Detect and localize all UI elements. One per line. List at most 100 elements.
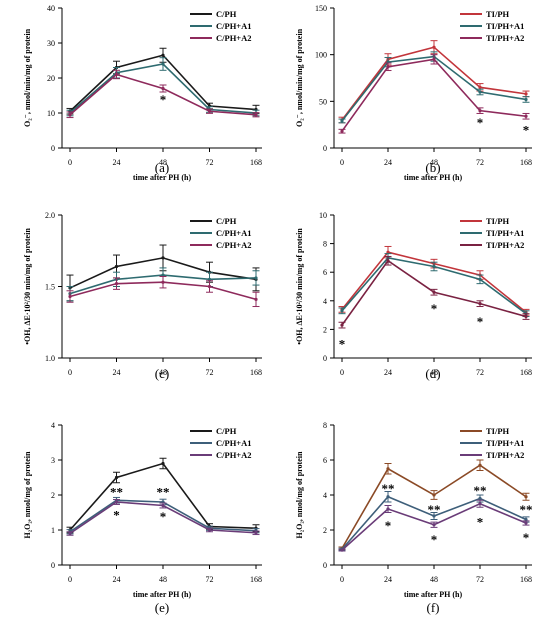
data-point <box>524 495 528 499</box>
data-point <box>432 264 436 269</box>
data-point <box>161 53 165 57</box>
x-tick-label: 24 <box>113 575 121 584</box>
significance-marker: * <box>113 507 120 522</box>
series-3 <box>338 499 530 552</box>
y-tick-label: 1 <box>51 526 55 535</box>
x-tick-label: 24 <box>384 368 392 377</box>
x-tick-label: 0 <box>340 368 344 377</box>
data-point <box>386 250 390 254</box>
x-tick-label: 168 <box>250 575 262 584</box>
panel-label: (a) <box>155 160 169 175</box>
data-point <box>432 45 436 49</box>
x-tick-label: 48 <box>159 368 167 377</box>
significance-marker: * <box>523 530 530 545</box>
legend-label: TI/PH+A2 <box>486 450 524 460</box>
significance-marker: ** <box>474 483 487 498</box>
legend-label: C/PH+A1 <box>216 21 252 31</box>
data-point <box>207 284 212 289</box>
y-tick-label: 10 <box>47 109 55 118</box>
data-point <box>386 259 390 263</box>
data-point <box>340 548 344 552</box>
series-3 <box>66 275 260 308</box>
chart-panel-b: 0 50 100 150 0 24 48 72 168 time after PH (h) O₂⁻,… <box>295 4 532 182</box>
data-point <box>161 86 165 91</box>
series-3 <box>338 54 530 134</box>
y-axis-label: O₂⁻, nmol/min/mg of protein <box>295 28 304 127</box>
panel-label: (f) <box>427 600 440 615</box>
data-point <box>207 528 212 532</box>
significance-marker: ** <box>428 502 441 517</box>
series-3 <box>338 255 530 329</box>
y-tick-label: 8 <box>323 240 327 249</box>
data-point <box>432 523 436 527</box>
y-axis-label: H₂O₂, nmol/mg of protein <box>295 451 304 538</box>
panel-label: (d) <box>425 366 440 381</box>
data-point <box>340 309 344 313</box>
y-tick-label: 30 <box>47 39 55 48</box>
x-tick-label: 48 <box>430 158 438 167</box>
data-point <box>478 463 482 467</box>
y-tick-label: 4 <box>51 421 55 430</box>
y-tick-label: 0 <box>51 144 55 153</box>
x-tick-label: 48 <box>159 158 167 167</box>
x-tick-label: 168 <box>520 158 532 167</box>
data-point <box>432 514 436 518</box>
data-point <box>254 276 258 280</box>
series-3 <box>66 499 260 536</box>
y-tick-label: 2.0 <box>45 211 55 220</box>
y-tick-label: 6 <box>323 456 327 465</box>
data-point <box>161 273 165 277</box>
x-tick-label: 48 <box>159 575 167 584</box>
data-point <box>161 280 165 284</box>
data-point <box>524 92 528 96</box>
data-point <box>478 277 482 281</box>
data-point <box>478 502 482 506</box>
x-tick-label: 72 <box>476 368 484 377</box>
y-tick-label: 1.5 <box>45 283 55 292</box>
x-tick-label: 72 <box>476 575 484 584</box>
data-point <box>340 129 344 133</box>
y-tick-label: 4 <box>323 491 327 500</box>
data-point <box>478 90 482 94</box>
data-point <box>524 97 528 102</box>
x-tick-label: 0 <box>340 158 344 167</box>
data-point <box>524 114 528 118</box>
y-axis-label: •OH, ΔE·10²/30 min/mg of protein <box>295 228 304 345</box>
legend-label: C/PH+A1 <box>216 438 252 448</box>
significance-marker: ** <box>520 502 533 517</box>
y-tick-label: 4 <box>323 297 327 306</box>
chart-panel-a: 0 10 20 30 40 0 24 48 72 168 time after PH (h) O₂⁻,… <box>23 4 262 182</box>
x-tick-label: 24 <box>113 158 121 167</box>
series-3 <box>66 69 260 119</box>
y-tick-label: 2 <box>323 526 327 535</box>
legend-label: TI/PH+A2 <box>486 33 524 43</box>
x-tick-label: 24 <box>113 368 121 377</box>
data-point <box>161 461 165 466</box>
y-tick-label: 0 <box>323 561 327 570</box>
legend-label: TI/PH <box>486 426 510 436</box>
data-point <box>478 496 482 501</box>
data-point <box>432 57 436 61</box>
y-tick-label: 0 <box>51 561 55 570</box>
legend-label: C/PH <box>216 426 237 436</box>
data-point <box>161 256 165 260</box>
data-point <box>478 109 482 113</box>
x-tick-label: 168 <box>520 368 532 377</box>
legend-label: TI/PH+A2 <box>486 240 524 250</box>
panel-label: (e) <box>155 600 169 615</box>
x-tick-label: 0 <box>68 368 72 377</box>
series-line <box>341 55 527 122</box>
y-axis-label: O₂⁻, nmol/min/mg of protein <box>23 28 32 127</box>
legend-label: TI/PH+A1 <box>486 438 524 448</box>
significance-marker: * <box>477 115 484 130</box>
significance-marker: ** <box>382 481 395 496</box>
legend-label: TI/PH+A1 <box>486 21 524 31</box>
data-point <box>68 294 72 299</box>
significance-marker: * <box>523 122 530 137</box>
y-tick-label: 2 <box>51 491 55 500</box>
y-axis-label: H₂O₂, nmol/mg of protein <box>23 451 32 538</box>
data-point <box>254 297 258 301</box>
x-tick-label: 0 <box>68 575 72 584</box>
